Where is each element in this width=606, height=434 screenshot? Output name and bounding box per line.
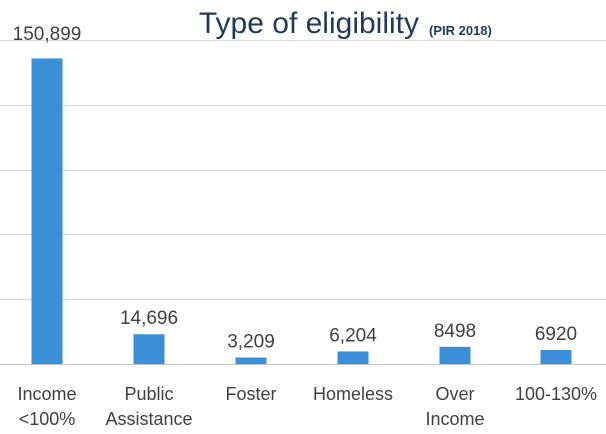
bar [31, 58, 63, 364]
category-label: Over [435, 384, 474, 404]
data-label: 14,696 [120, 308, 178, 329]
data-labels: 150,899 14,696 3,209 6,204 8498 6920 [13, 24, 577, 353]
bar [540, 349, 572, 364]
category-label: Income [17, 384, 76, 404]
data-label: 6,204 [329, 325, 377, 346]
chart-subtitle: (PIR 2018) [429, 23, 492, 38]
category-label: Assistance [105, 409, 192, 429]
gridlines [0, 40, 606, 365]
data-label: 150,899 [13, 24, 82, 45]
bars [31, 58, 572, 364]
category-label: Homeless [313, 384, 393, 404]
bar [439, 346, 471, 364]
category-label: Foster [225, 384, 276, 404]
category-labels: Income <100% Public Assistance Foster Homeles… [17, 384, 597, 429]
category-label: 100-130% [515, 384, 597, 404]
category-label: Income [425, 409, 484, 429]
bar [133, 334, 165, 364]
category-label: Public [124, 384, 173, 404]
data-label: 6920 [535, 324, 577, 345]
bar [235, 357, 267, 364]
bar [337, 351, 369, 364]
data-label: 8498 [434, 321, 476, 342]
category-label: <100% [19, 409, 76, 429]
data-label: 3,209 [227, 332, 275, 353]
chart-title: Type of eligibility [199, 7, 419, 40]
